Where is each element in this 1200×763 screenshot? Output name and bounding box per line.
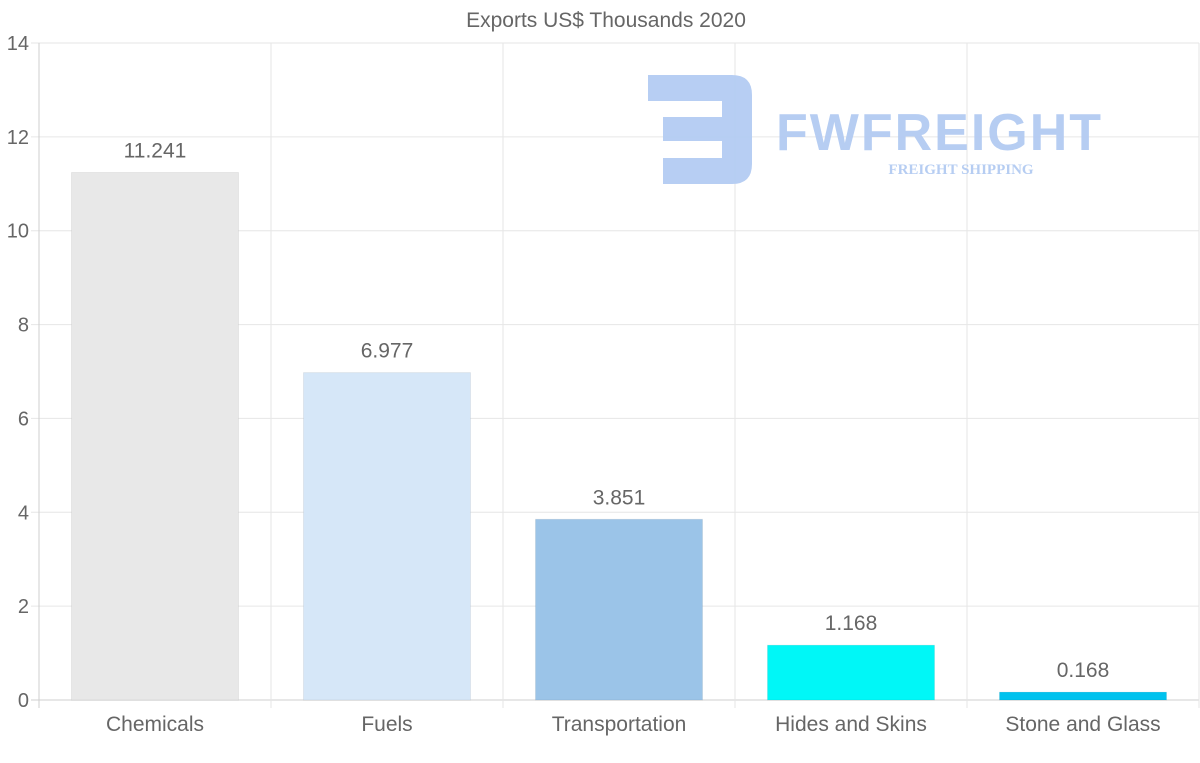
x-tick-label: Stone and Glass: [1005, 713, 1160, 736]
data-label: 6.977: [361, 340, 414, 363]
data-labels: 11.241 6.977 3.851 1.168 0.168: [124, 139, 1110, 682]
watermark-brand: FWFREIGHT: [776, 104, 1103, 162]
y-tick-label: 0: [18, 690, 29, 712]
x-tick-label: Transportation: [552, 713, 687, 736]
y-tick-label: 14: [7, 33, 29, 55]
bar-hides-and-skins: [766, 644, 936, 701]
y-axis: 0 2 4 6 8 10 12 14: [7, 33, 29, 712]
y-tick-label: 4: [18, 502, 29, 524]
x-tick-label: Fuels: [361, 713, 412, 736]
x-tick-label: Chemicals: [106, 713, 204, 736]
fw-logo-icon: [648, 75, 752, 184]
y-tick-label: 12: [7, 127, 29, 149]
y-tick-label: 10: [7, 221, 29, 243]
bar-fuels: [302, 372, 472, 701]
x-tick-label: Hides and Skins: [775, 713, 927, 736]
data-label: 1.168: [825, 612, 878, 635]
bar-stone-and-glass: [998, 691, 1168, 701]
y-tick-label: 6: [18, 408, 29, 430]
y-tick-label: 2: [18, 596, 29, 618]
watermark: FWFREIGHT FREIGHT SHIPPING: [648, 75, 1103, 184]
chart-title: Exports US$ Thousands 2020: [466, 9, 746, 32]
data-label: 0.168: [1057, 659, 1110, 682]
bar-transportation: [534, 518, 704, 701]
data-label: 11.241: [124, 139, 187, 162]
bar-chemicals: [70, 171, 240, 701]
data-label: 3.851: [593, 486, 646, 509]
bars: [70, 171, 1168, 701]
watermark-tagline: FREIGHT SHIPPING: [888, 162, 1033, 178]
x-axis: Chemicals Fuels Transportation Hides and Sk…: [106, 713, 1161, 736]
y-tick-label: 8: [18, 315, 29, 337]
